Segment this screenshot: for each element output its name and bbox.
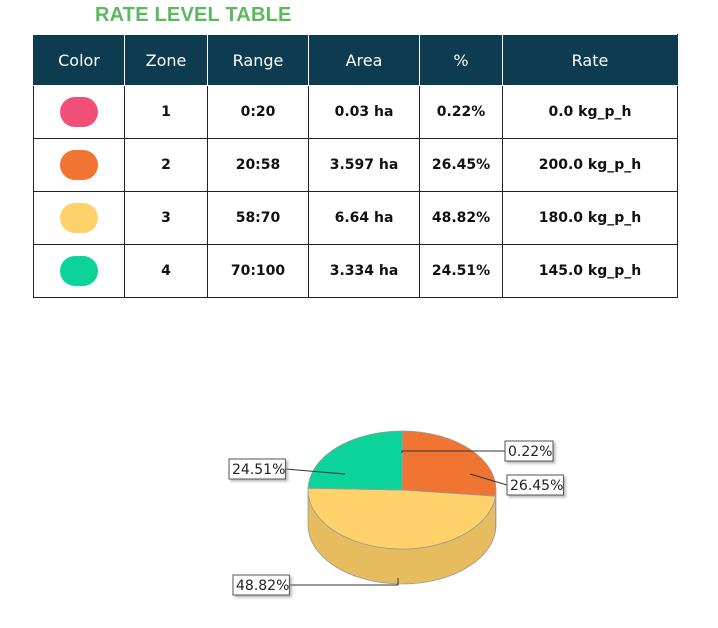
color-cell [33, 138, 125, 192]
percent-cell: 26.45% [419, 138, 503, 192]
color-swatch [60, 97, 98, 127]
zone-cell: 4 [124, 244, 208, 298]
pie-leader-line [289, 578, 399, 586]
area-cell: 3.334 ha [308, 244, 420, 298]
percent-cell: 24.51% [419, 244, 503, 298]
table-row: 3 58:70 6.64 ha 48.82% 180.0 kg_p_h [33, 191, 678, 245]
color-cell [33, 244, 125, 298]
pie-slice-zone-3 [307, 487, 496, 550]
pie-leader-line [469, 473, 508, 486]
header-range: Range [207, 34, 309, 86]
rate-cell: 145.0 kg_p_h [502, 244, 678, 298]
table-row: 4 70:100 3.334 ha 24.51% 145.0 kg_p_h [33, 244, 678, 298]
pie-leader-line [401, 450, 505, 453]
pie-label-box [228, 458, 286, 480]
table-row: 2 20:58 3.597 ha 26.45% 200.0 kg_p_h [33, 138, 678, 192]
pie-label-box [506, 474, 564, 496]
header-area: Area [308, 34, 420, 86]
color-swatch [60, 203, 98, 233]
table-header-row: Color Zone Range Area % Rate [33, 34, 678, 86]
pie-data-label: 48.82% [236, 578, 289, 594]
pie-label-box [504, 440, 554, 462]
color-cell [33, 191, 125, 245]
zone-cell: 3 [124, 191, 208, 245]
rate-cell: 180.0 kg_p_h [502, 191, 678, 245]
header-zone: Zone [124, 34, 208, 86]
percent-cell: 0.22% [419, 85, 503, 139]
pie-data-label: 24.51% [232, 462, 285, 478]
range-cell: 70:100 [207, 244, 309, 298]
rate-cell: 0.0 kg_p_h [502, 85, 678, 139]
page-title: RATE LEVEL TABLE [95, 4, 292, 26]
pie-data-label: 26.45% [510, 478, 563, 494]
pie-slice-zone-4 [307, 430, 403, 491]
area-cell: 6.64 ha [308, 191, 420, 245]
pie-data-label: 0.22% [508, 444, 552, 460]
area-cell: 3.597 ha [308, 138, 420, 192]
pie-leader-line [285, 468, 346, 475]
color-cell [33, 85, 125, 139]
rate-level-table: Color Zone Range Area % Rate 1 0:20 0.03… [33, 34, 678, 298]
header-percent: % [419, 34, 503, 86]
pie-slice-zone-2 [401, 430, 497, 497]
zone-cell: 1 [124, 85, 208, 139]
zone-cell: 2 [124, 138, 208, 192]
color-swatch [60, 150, 98, 180]
pie-label-box [232, 574, 290, 596]
color-swatch [60, 256, 98, 286]
